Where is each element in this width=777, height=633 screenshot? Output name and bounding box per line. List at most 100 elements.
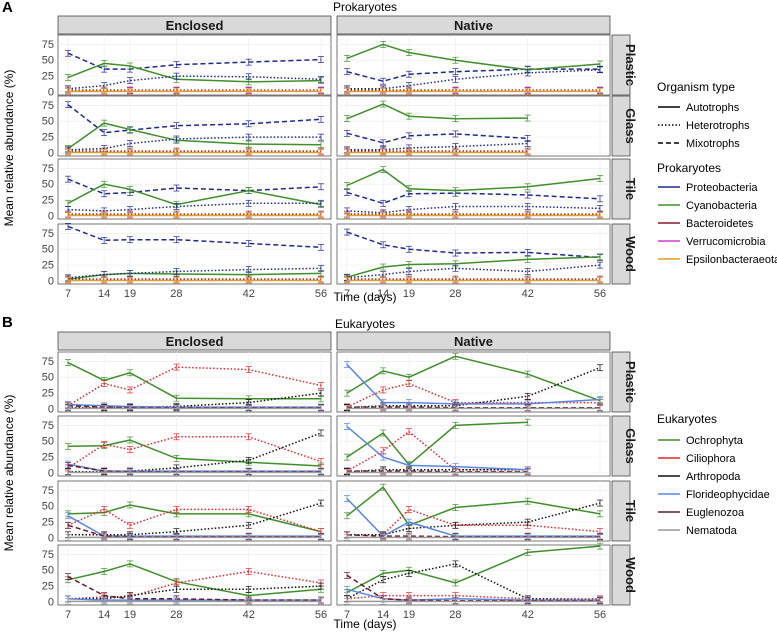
facet-native-tile xyxy=(336,480,611,542)
panel-b-facets: Enclosed NativePlastic0255075Glass0255075… xyxy=(42,331,638,621)
series-line-ochrophyta-solid xyxy=(67,361,321,400)
strip-enclosed-1 xyxy=(57,331,332,351)
series-line-florideophycidae-solid xyxy=(346,363,601,405)
series-line-proteobacteria-dashed xyxy=(346,191,601,205)
legend-label-euglenozoa: Euglenozoa xyxy=(686,507,745,519)
series-line-proteobacteria-dotted xyxy=(346,205,601,214)
x-tick-label: 28 xyxy=(170,288,182,300)
series-line-ochrophyta-solid xyxy=(346,486,601,527)
y-tick-label: 25 xyxy=(42,452,54,464)
legend-label-proteobacteria: Proteobacteria xyxy=(686,182,758,194)
legend-label-cyanobacteria: Cyanobacteria xyxy=(686,200,758,212)
row-label-plastic: Plastic xyxy=(623,361,638,403)
series-line-arthropoda-dotted xyxy=(68,585,322,600)
series-line-ochrophyta-solid xyxy=(346,545,601,594)
x-tick-label: 42 xyxy=(243,609,255,621)
x-tick-label: 19 xyxy=(124,288,136,300)
legend-prokaryotes-title: Prokaryotes xyxy=(657,161,721,175)
y-tick-label: 0 xyxy=(48,87,54,99)
y-tick-label: 0 xyxy=(48,148,54,160)
series-line-arthropoda-dotted xyxy=(346,563,601,601)
plot-area xyxy=(57,544,332,606)
legend-organism-type: Organism type Autotrophs Heterotrophs Mi… xyxy=(657,80,750,150)
facet-enclosed-plastic xyxy=(57,351,332,413)
legend-label-nematoda: Nematoda xyxy=(686,525,738,537)
row-strip-tile-0 xyxy=(611,158,631,220)
y-tick-label: 50 xyxy=(42,372,54,384)
series-line-ochrophyta-solid xyxy=(67,439,322,467)
y-tick-label: 0 xyxy=(48,533,54,545)
facet-enclosed-plastic xyxy=(57,34,332,96)
y-tick-label: 25 xyxy=(42,195,54,207)
panel-a-title: Prokaryotes xyxy=(333,0,397,14)
y-tick-label: 25 xyxy=(42,581,54,593)
row-strip-plastic-0 xyxy=(611,34,631,96)
y-tick-label: 75 xyxy=(42,163,54,175)
series-line-cyanobacteria-solid xyxy=(67,272,322,280)
row-label-glass: Glass xyxy=(623,108,638,143)
series-line-proteobacteria-dotted xyxy=(347,69,601,90)
legend-label-ochrophyta: Ochrophyta xyxy=(686,435,744,447)
plot-area xyxy=(336,480,611,542)
y-tick-label: 50 xyxy=(42,565,54,577)
legend-label-bacteroidetes: Bacteroidetes xyxy=(686,218,754,230)
legend-organism-title: Organism type xyxy=(657,80,735,94)
series-line-euglenozoa-dashed xyxy=(346,574,600,602)
row-strip-wood-0 xyxy=(611,223,631,285)
x-tick-label: 14 xyxy=(98,288,110,300)
legend-eukaryotes-title: Eukaryotes xyxy=(657,412,717,426)
facet-native-glass xyxy=(336,95,611,157)
legend-label-heterotrophs: Heterotrophs xyxy=(686,120,750,132)
facet-enclosed-wood xyxy=(57,223,332,285)
series-line-proteobacteria-dashed xyxy=(67,104,322,134)
plot-area xyxy=(336,95,611,157)
y-tick-label: 50 xyxy=(42,179,54,191)
x-tick-label: 19 xyxy=(403,288,415,300)
plot-area xyxy=(57,480,332,542)
facet-enclosed-wood xyxy=(57,544,332,606)
y-tick-label: 50 xyxy=(42,501,54,513)
series-line-proteobacteria-dashed xyxy=(67,225,322,249)
y-tick-label: 75 xyxy=(42,549,54,561)
series-line-proteobacteria-dotted xyxy=(67,202,321,212)
panel-a-ylabel: Mean relative abundance (%) xyxy=(2,70,16,227)
series-line-ciliophora-dotted xyxy=(346,382,600,408)
x-tick-label: 7 xyxy=(344,609,350,621)
y-tick-label: 75 xyxy=(42,228,54,240)
series-line-cyanobacteria-solid xyxy=(67,122,322,150)
row-label-tile: Tile xyxy=(623,500,638,522)
facet-enclosed-glass xyxy=(57,95,332,157)
y-tick-label: 25 xyxy=(42,132,54,144)
facet-native-wood xyxy=(336,223,611,285)
facet-native-glass xyxy=(336,415,611,477)
series-line-euglenozoa-dashed xyxy=(347,470,528,473)
legend-label-autotrophs: Autotrophs xyxy=(686,102,740,114)
panel-a-facets: Enclosed NativePlastic0255075Glass0255075… xyxy=(42,15,638,300)
strip-enclosed-0 xyxy=(57,15,332,35)
x-tick-label: 7 xyxy=(65,609,71,621)
legend-label-arthropoda: Arthropoda xyxy=(686,471,741,483)
series-line-proteobacteria-dotted xyxy=(346,264,601,279)
legend-label-epsilonbacteraeota: Epsilonbacteraeota xyxy=(686,254,777,266)
row-label-wood: Wood xyxy=(623,236,638,272)
series-line-ochrophyta-solid xyxy=(346,355,601,402)
y-tick-label: 50 xyxy=(42,55,54,67)
series-line-cyanobacteria-solid xyxy=(67,183,322,206)
x-tick-label: 56 xyxy=(315,609,327,621)
panel-b-tag: B xyxy=(2,314,13,331)
panel-a-xlabel: Time (days) xyxy=(334,290,397,304)
series-line-ochrophyta-solid xyxy=(67,563,322,597)
plot-area xyxy=(336,415,611,477)
x-tick-label: 19 xyxy=(124,609,136,621)
panel-a-tag: A xyxy=(2,0,13,16)
x-tick-label: 14 xyxy=(377,288,389,300)
legend-eukaryotes: Eukaryotes Ochrophyta Ciliophora Arthrop… xyxy=(657,412,770,537)
y-tick-label: 25 xyxy=(42,71,54,83)
series-line-proteobacteria-dotted xyxy=(67,75,322,90)
facet-enclosed-tile xyxy=(57,158,332,220)
series-line-florideophycidae-solid xyxy=(346,588,600,601)
x-tick-label: 19 xyxy=(403,609,415,621)
series-line-proteobacteria-dashed xyxy=(67,178,322,195)
facet-native-plastic xyxy=(336,351,611,413)
